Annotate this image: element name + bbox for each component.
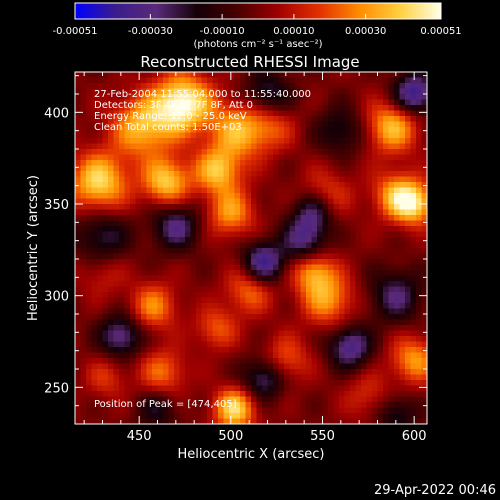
annotation-clean: Clean Total counts: 1.50E+03 bbox=[94, 122, 242, 133]
y-tick-label: 350 bbox=[44, 198, 69, 213]
annotation-time: 27-Feb-2004 11:55:04.000 to 11:55:40.000 bbox=[94, 89, 311, 100]
x-tick-label: 550 bbox=[310, 429, 335, 444]
colorbar-ticks: -0.00051 -0.00030 -0.00010 0.00010 0.00030 0.… bbox=[53, 14, 462, 37]
x-axis-label: Heliocentric X (arcsec) bbox=[178, 447, 325, 462]
axis-ticks: 450 500 550 600 250 300 350 400 bbox=[44, 72, 427, 444]
y-tick-label: 300 bbox=[44, 290, 69, 305]
colorbar-tick-label: -0.00051 bbox=[53, 26, 98, 37]
colorbar: -0.00051 -0.00030 -0.00010 0.00010 0.00030 0.… bbox=[53, 2, 462, 50]
annotation-peak: Position of Peak = [474,405] bbox=[94, 399, 237, 410]
y-tick-label: 250 bbox=[44, 381, 69, 396]
colorbar-tick-label: 0.00010 bbox=[273, 26, 314, 37]
annotations: 27-Feb-2004 11:55:04.000 to 11:55:40.000… bbox=[94, 89, 311, 410]
annotation-detectors: Detectors: 3F 4F 6F 7F 8F, Att 0 bbox=[94, 100, 253, 111]
plot-frame bbox=[74, 71, 428, 425]
x-tick-label: 500 bbox=[218, 429, 243, 444]
colorbar-tick-label: -0.00010 bbox=[200, 26, 245, 37]
footer-date: 29-Apr-2022 00:46 bbox=[374, 483, 496, 498]
y-axis-label: Heliocentric Y (arcsec) bbox=[26, 175, 41, 321]
colorbar-tick-label: 0.00030 bbox=[345, 26, 386, 37]
x-tick-label: 450 bbox=[127, 429, 152, 444]
annotation-energy: Energy Range: 12.0 - 25.0 keV bbox=[94, 111, 247, 122]
chart-title: Reconstructed RHESSI Image bbox=[140, 53, 359, 71]
y-tick-label: 400 bbox=[44, 106, 69, 121]
heatmap-plot: 450 500 550 600 250 300 350 400 bbox=[44, 71, 428, 444]
heatmap-image bbox=[75, 72, 427, 424]
colorbar-tick-label: 0.00051 bbox=[420, 26, 461, 37]
colorbar-tick-label: -0.00030 bbox=[128, 26, 173, 37]
x-tick-label: 600 bbox=[402, 429, 427, 444]
colorbar-unit-label: (photons cm⁻² s⁻¹ asec⁻²) bbox=[193, 39, 322, 50]
colorbar-gradient bbox=[74, 2, 442, 20]
